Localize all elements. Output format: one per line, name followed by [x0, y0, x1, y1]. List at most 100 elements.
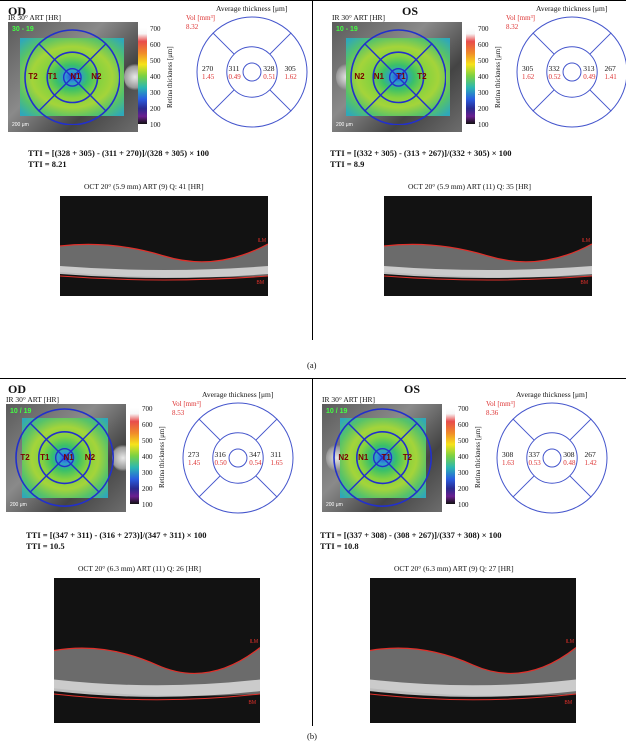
panel-a-top-border [0, 0, 626, 1]
oct-layers [60, 243, 268, 281]
ir-label: IR 30° ART [HR] [322, 395, 376, 404]
vol-label: Vol [mm³] 8.53 [172, 400, 201, 418]
etdrs-value-outer-right: 267 [584, 450, 596, 459]
bm-label: BM [248, 699, 257, 706]
eye-label: OD [8, 382, 26, 396]
scale-axis-label: Retina thickness [μm] [494, 46, 502, 108]
map-outer-ring [333, 408, 433, 508]
caption-a: (a) [307, 360, 317, 370]
scale-tick: 100 [150, 121, 161, 129]
sector-label: N1 [63, 453, 74, 462]
color-scale-bar [138, 28, 147, 124]
scale-tick: 100 [142, 501, 153, 509]
sector-label: N2 [84, 453, 96, 462]
color-scale-bar [466, 28, 475, 124]
etdrs-inner [212, 432, 264, 484]
map-outer-ring [349, 28, 447, 126]
etdrs-vol-outer-left: 1.45 [188, 459, 201, 467]
eye-label: OS [402, 4, 419, 18]
scale-tick: 300 [150, 89, 161, 97]
etdrs-vol-outer-right: 1.42 [584, 459, 597, 467]
scale-tick: 400 [150, 73, 161, 81]
etdrs-outer [516, 16, 626, 128]
etdrs-vol-inner-right: 0.49 [583, 73, 596, 81]
etdrs-grid [182, 402, 294, 514]
sector-label: N1 [373, 72, 384, 81]
tti-value: TTI = 10.5 [26, 541, 65, 551]
etdrs-grid [496, 402, 608, 514]
sector-label: N1 [70, 72, 81, 81]
scale-um-label: 200 μm [336, 122, 353, 128]
etdrs-vol-inner-left: 0.53 [528, 459, 541, 467]
scale-axis-label: Retina thickness [μm] [158, 426, 166, 488]
eye-label: OD [8, 4, 26, 18]
scale-tick: 700 [458, 405, 469, 413]
ilm-line [54, 647, 260, 675]
scale-tick: 700 [142, 405, 153, 413]
bm-line [370, 693, 576, 701]
sector-label: N2 [91, 72, 102, 81]
oct-bscan: ILM BM [54, 578, 260, 723]
etdrs-diag-4 [532, 89, 555, 112]
bm-line [60, 275, 268, 281]
fundus-index-label: 30 - 19 [12, 26, 34, 33]
etdrs-diag-3 [255, 418, 278, 441]
etdrs-value-inner-left: 332 [548, 64, 560, 73]
bm-label: BM [256, 280, 265, 286]
map-center-ring [62, 67, 82, 87]
vol-unit: Vol [mm³] [486, 400, 515, 408]
ilm-label: ILM [565, 638, 574, 645]
vol-label: Vol [mm³] 8.36 [486, 400, 515, 418]
tti-formula: TTI = [(347 + 311) - (316 + 273)]/(347 +… [26, 530, 207, 552]
etdrs-value-outer-left: 305 [522, 64, 534, 73]
etdrs-vol-outer-right: 1.62 [284, 73, 297, 81]
color-scale-bar [446, 408, 455, 504]
panel-a-divider [312, 0, 313, 340]
oct-bscan: ILM BM [384, 196, 592, 296]
etdrs-diag-4 [512, 475, 535, 498]
vol-value: 8.32 [506, 23, 519, 31]
tti-equation: TTI = [(328 + 305) - (311 + 270)]/(328 +… [28, 148, 209, 158]
sector-label: N2 [354, 72, 365, 81]
scale-tick: 700 [150, 25, 161, 33]
ir-label: IR 30° ART [HR] [6, 395, 60, 404]
oct-label: OCT 20° (5.9 mm) ART (9) Q: 41 [HR] [84, 182, 204, 191]
oct-layers [370, 647, 576, 701]
scale-um-label: 200 μm [12, 122, 29, 128]
scale-um-label: 200 μm [326, 502, 343, 508]
fundus-index-label: 10 / 19 [10, 408, 32, 415]
scale-axis-label: Retina thickness [μm] [474, 426, 482, 488]
etdrs-diag-1 [512, 418, 535, 441]
etdrs-center [562, 62, 582, 82]
map-diag-2 [29, 422, 101, 494]
color-scale-bar [130, 408, 139, 504]
etdrs-center [242, 62, 262, 82]
tti-equation: TTI = [(332 + 305) - (313 + 267)]/(332 +… [330, 148, 512, 158]
avg-thickness-title: Average thickness [μm] [216, 4, 288, 13]
fundus-index-label: 10 / 19 [326, 408, 348, 415]
scale-tick: 400 [478, 73, 489, 81]
scale-tick: 200 [142, 485, 153, 493]
etdrs-value-inner-right: 328 [263, 64, 275, 73]
vol-value: 8.53 [172, 409, 185, 417]
ilm-line [384, 243, 592, 263]
etdrs-vol-inner-right: 0.48 [563, 459, 576, 467]
etdrs-value-outer-right: 305 [284, 64, 296, 73]
oct-label: OCT 20° (5.9 mm) ART (11) Q: 35 [HR] [408, 182, 532, 191]
vol-unit: Vol [mm³] [172, 400, 201, 408]
scale-tick: 200 [458, 485, 469, 493]
map-grid-overlay [349, 28, 447, 126]
etdrs-vol-inner-left: 0.52 [548, 73, 561, 81]
etdrs-center [542, 448, 562, 468]
rpe-band [60, 266, 268, 278]
sector-label: T2 [28, 72, 38, 81]
vol-label: Vol [mm³] 8.32 [506, 14, 535, 32]
etdrs-diag-1 [532, 32, 555, 55]
sector-label: T1 [47, 72, 58, 81]
oct-bscan: ILM BM [60, 196, 268, 296]
map-center-ring [388, 67, 408, 87]
bm-label: BM [564, 699, 573, 706]
caption-b: (b) [307, 731, 317, 741]
etdrs-diag-1 [212, 32, 235, 55]
etdrs-outer [182, 402, 294, 514]
